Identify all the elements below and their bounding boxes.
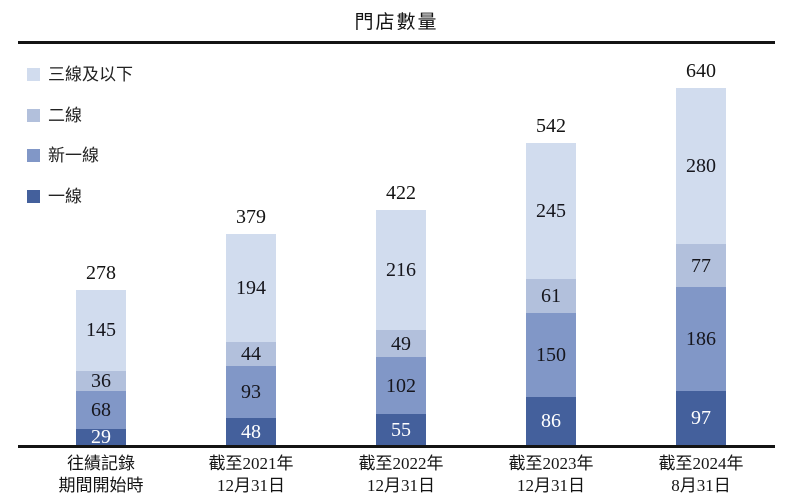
bar-segment-一線: 97 [676, 390, 726, 445]
legend-item-新一線: 新一線 [27, 147, 99, 164]
top-rule-line [18, 41, 775, 44]
legend-swatch-icon [27, 149, 40, 162]
bar-segment-一線: 55 [376, 414, 426, 445]
bar-segment-二線: 44 [226, 341, 276, 367]
x-axis-label: 截至2021年 12月31日 [208, 454, 294, 495]
legend-label: 二線 [48, 106, 82, 125]
bar-segment-新一線: 150 [526, 313, 576, 397]
legend-label: 一線 [48, 187, 82, 206]
bar-segment-新一線: 102 [376, 357, 426, 415]
x-axis-label: 截至2024年 8月31日 [658, 454, 744, 495]
legend-item-三線及以下: 三線及以下 [27, 66, 133, 83]
x-axis-line [18, 445, 775, 448]
bar-segment-二線: 61 [526, 279, 576, 314]
bar-segment-新一線: 68 [76, 390, 126, 429]
bar-total-label: 422 [386, 181, 416, 204]
bar-total-label: 379 [236, 205, 266, 228]
bar-segment-三線及以下: 194 [226, 233, 276, 342]
bar-segment-三線及以下: 280 [676, 87, 726, 245]
bar-total-label: 640 [686, 59, 716, 82]
legend-item-一線: 一線 [27, 188, 82, 205]
x-axis-label: 往績記錄 期間開始時 [58, 454, 144, 495]
bar-total-label: 542 [536, 114, 566, 137]
bar-segment-一線: 29 [76, 427, 126, 447]
legend-item-二線: 二線 [27, 107, 82, 124]
bar-segment-三線及以下: 145 [76, 289, 126, 371]
legend-swatch-icon [27, 109, 40, 122]
bar-segment-二線: 49 [376, 330, 426, 358]
bar-segment-新一線: 93 [226, 366, 276, 419]
bar-segment-三線及以下: 216 [376, 209, 426, 331]
legend-label: 三線及以下 [48, 65, 133, 84]
legend-swatch-icon [27, 190, 40, 203]
x-axis-label: 截至2022年 12月31日 [358, 454, 444, 495]
bar-total-label: 278 [86, 261, 116, 284]
legend-label: 新一線 [48, 146, 99, 165]
chart-title: 門店數量 [354, 12, 439, 33]
bar-segment-三線及以下: 245 [526, 142, 576, 280]
bar-segment-二線: 36 [76, 371, 126, 391]
bar-segment-一線: 86 [526, 397, 576, 445]
legend-swatch-icon [27, 68, 40, 81]
bar-segment-一線: 48 [226, 418, 276, 445]
x-axis-label: 截至2023年 12月31日 [508, 454, 594, 495]
bar-segment-二線: 77 [676, 244, 726, 288]
bar-segment-新一線: 186 [676, 287, 726, 391]
